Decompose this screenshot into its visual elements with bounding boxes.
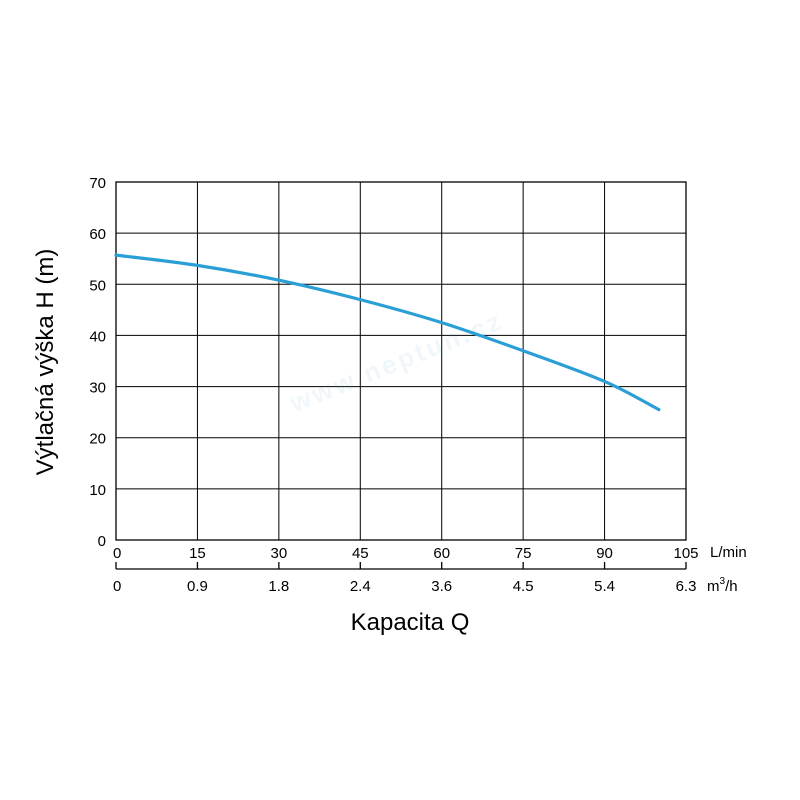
y-tick-label: 40 bbox=[89, 328, 106, 345]
x-tick-label: 90 bbox=[596, 545, 613, 562]
x2-tick-label: 4.5 bbox=[513, 578, 534, 595]
y-tick-label: 10 bbox=[89, 482, 106, 499]
x-tick-label: 75 bbox=[515, 545, 532, 562]
y-axis-title: Výtlačná výška H (m) bbox=[32, 249, 59, 476]
x-unit-label: L/min bbox=[710, 544, 747, 561]
x-tick-label: 30 bbox=[271, 545, 288, 562]
x2-tick-label: 3.6 bbox=[431, 578, 452, 595]
x-tick-label: 0 bbox=[113, 545, 121, 562]
y-tick-label: 70 bbox=[89, 175, 106, 192]
x-axis-title: Kapacita Q bbox=[351, 609, 470, 636]
x2-unit-tail: /h bbox=[725, 578, 738, 595]
y-tick-label: 60 bbox=[89, 226, 106, 243]
x2-tick-label: 0.9 bbox=[187, 578, 208, 595]
x2-tick-label: 1.8 bbox=[268, 578, 289, 595]
x2-tick-labels: 0 0.9 1.8 2.4 3.6 4.5 5.4 6.3 bbox=[113, 562, 696, 595]
x2-tick-label: 6.3 bbox=[676, 578, 697, 595]
y-tick-label: 30 bbox=[89, 380, 106, 397]
x2-tick-label: 0 bbox=[113, 578, 121, 595]
x-tick-label: 45 bbox=[352, 545, 369, 562]
grid bbox=[116, 182, 686, 540]
y-tick-label: 20 bbox=[89, 431, 106, 448]
y-tick-label: 50 bbox=[89, 277, 106, 294]
x-tick-label: 60 bbox=[433, 545, 450, 562]
x2-unit-main: m bbox=[707, 578, 720, 595]
series-line bbox=[114, 253, 661, 412]
y-tick-label: 0 bbox=[98, 533, 106, 550]
x2-unit-label: m3/h bbox=[707, 576, 738, 595]
x2-tick-label: 2.4 bbox=[350, 578, 371, 595]
x-tick-label: 15 bbox=[189, 545, 206, 562]
watermark: www.neptun.cz bbox=[285, 305, 508, 418]
y-tick-labels: 0 10 20 30 40 50 60 70 bbox=[89, 175, 106, 550]
x-tick-labels: 0 15 30 45 60 75 90 105 bbox=[113, 545, 699, 562]
plot-frame bbox=[115, 181, 687, 541]
x-tick-label: 105 bbox=[673, 545, 698, 562]
x2-tick-label: 5.4 bbox=[594, 578, 615, 595]
x2-unit-sup: 3 bbox=[720, 576, 726, 587]
